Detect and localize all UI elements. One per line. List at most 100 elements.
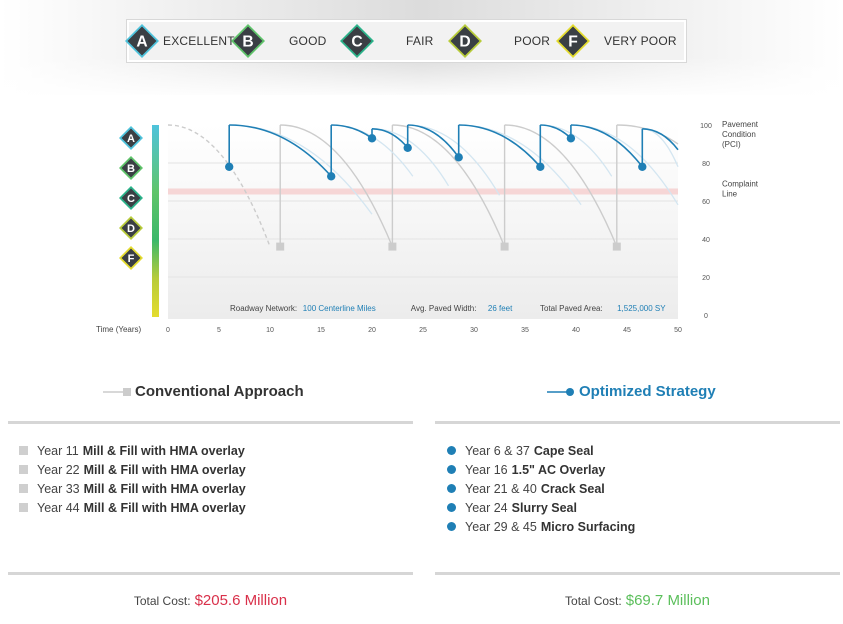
x-tick-label: 15	[317, 327, 325, 334]
plot-area	[168, 125, 678, 319]
optimized-divider-bottom	[435, 572, 840, 575]
grade-legend-bar: A EXCELLENT B GOOD C FAIR D POOR F VERY …	[125, 20, 686, 62]
grade-label-d: POOR	[514, 34, 551, 48]
blue-dot-icon	[447, 503, 456, 512]
optimized-legend-icon	[547, 387, 574, 396]
conventional-divider-bottom	[8, 572, 413, 575]
optimized-title: Optimized Strategy	[547, 383, 716, 400]
grade-badge-diamond: C	[340, 24, 374, 58]
y-tick-label: 100	[700, 123, 712, 130]
conventional-list: Year 11 Mill & Fill with HMA overlay Year…	[19, 441, 246, 517]
badge-fill	[121, 218, 141, 238]
list-item: Year 6 & 37 Cape Seal	[447, 441, 635, 460]
optimized-treatment-marker	[403, 143, 412, 152]
conventional-treatment-marker	[612, 242, 621, 251]
optimized-treatment-marker	[638, 162, 647, 171]
y-tick-label: 20	[702, 275, 710, 282]
grade-badge-diamond: B	[231, 24, 265, 58]
info-value: 1,525,000 SY	[617, 304, 666, 313]
optimized-treatment-marker	[225, 162, 234, 171]
optimized-decay-curve	[229, 124, 332, 177]
conventional-divider-top	[8, 421, 413, 424]
optimized-treatment-marker	[454, 153, 463, 162]
badge-letter: F	[568, 33, 578, 50]
optimized-treatment-marker	[367, 134, 377, 143]
side-grade-badge: D	[119, 216, 143, 240]
list-item: Year 29 & 45 Micro Surfacing	[447, 517, 635, 536]
grade-badge-b-icon: B	[231, 24, 265, 58]
badge-fill	[127, 26, 157, 56]
side-grade-badge: B	[119, 156, 143, 180]
info-value: 26 feet	[488, 304, 513, 313]
grade-item-d[interactable]: D POOR	[448, 22, 554, 60]
x-tick-label: 0	[166, 327, 170, 334]
conventional-title-text: Conventional Approach	[135, 383, 304, 400]
list-item: Year 11 Mill & Fill with HMA overlay	[19, 441, 246, 460]
blue-dot-icon	[447, 446, 456, 455]
blue-dot-icon	[447, 484, 456, 493]
y-axis-label: Pavement Condition (PCI)	[722, 120, 759, 149]
info-label: Roadway Network:	[230, 304, 297, 313]
side-grade-badge: C	[119, 186, 143, 210]
x-tick-label: 20	[368, 327, 376, 334]
gray-square-icon	[19, 465, 28, 474]
side-grade-badge: F	[119, 246, 143, 270]
optimized-decay-curve	[407, 124, 460, 158]
grade-badge-diamond: D	[448, 24, 482, 58]
cost-label: Total Cost:	[565, 594, 622, 608]
grade-label-a: EXCELLENT	[163, 34, 235, 48]
badge-letter: A	[127, 133, 135, 145]
info-label: Avg. Paved Width:	[411, 304, 477, 313]
list-item: Year 44 Mill & Fill with HMA overlay	[19, 498, 246, 517]
info-value: 100 Centerline Miles	[303, 304, 376, 313]
conventional-decay-curve	[504, 124, 618, 247]
badge-fill	[121, 248, 141, 268]
grade-label-f: VERY POOR	[604, 34, 677, 48]
optimized-treatment-marker	[327, 172, 336, 181]
x-tick-label: 50	[674, 327, 682, 334]
optimized-decay-curve	[642, 128, 679, 151]
initial-decay-curve	[167, 124, 271, 247]
side-grade-badge: A	[119, 126, 143, 150]
badge-letter: D	[459, 33, 470, 50]
cost-label: Total Cost:	[133, 594, 191, 608]
grade-item-c[interactable]: C FAIR	[340, 22, 446, 60]
x-tick-label: 5	[217, 327, 221, 334]
conventional-title: Conventional Approach	[103, 383, 304, 400]
x-tick-label: 40	[572, 327, 580, 334]
optimized-decay-curve	[570, 124, 643, 168]
grade-item-a[interactable]: A EXCELLENT	[125, 22, 235, 60]
badge-letter: C	[127, 193, 135, 205]
badge-fill	[121, 128, 141, 148]
optimized-treatment-marker	[536, 162, 545, 171]
grade-badge-f-icon: F	[556, 24, 590, 58]
grade-item-b[interactable]: B GOOD	[231, 22, 337, 60]
complaint-line-band	[168, 188, 678, 195]
badge-letter: D	[127, 223, 135, 235]
list-item: Year 33 Mill & Fill with HMA overlay	[19, 479, 246, 498]
badge-letter: C	[351, 33, 362, 50]
x-tick-label: 45	[623, 327, 631, 334]
badge-letter: A	[136, 33, 147, 50]
badge-fill	[233, 26, 263, 56]
badge-fill	[558, 26, 588, 56]
grade-label-c: FAIR	[406, 34, 434, 48]
x-tick-label: 25	[419, 327, 427, 334]
grade-item-f[interactable]: F VERY POOR	[556, 22, 680, 60]
y-tick-label: 40	[702, 237, 710, 244]
badge-letter: F	[128, 253, 135, 265]
grade-badge-c-icon: C	[340, 24, 374, 58]
badge-letter: B	[127, 163, 135, 175]
conventional-total-cost: Total Cost: $205.6 Million	[8, 592, 413, 609]
badge-fill	[121, 188, 141, 208]
y-tick-label: 0	[704, 313, 708, 320]
gray-square-icon	[19, 484, 28, 493]
optimized-treatment-marker	[566, 134, 576, 143]
optimized-total-cost: Total Cost: $69.7 Million	[435, 592, 840, 609]
list-item: Year 22 Mill & Fill with HMA overlay	[19, 460, 246, 479]
grade-badge-a-icon: A	[125, 24, 159, 58]
complaint-line-label: Complaint Line	[722, 180, 759, 199]
grade-badge-diamond: A	[125, 24, 159, 58]
y-tick-label: 80	[702, 161, 710, 168]
